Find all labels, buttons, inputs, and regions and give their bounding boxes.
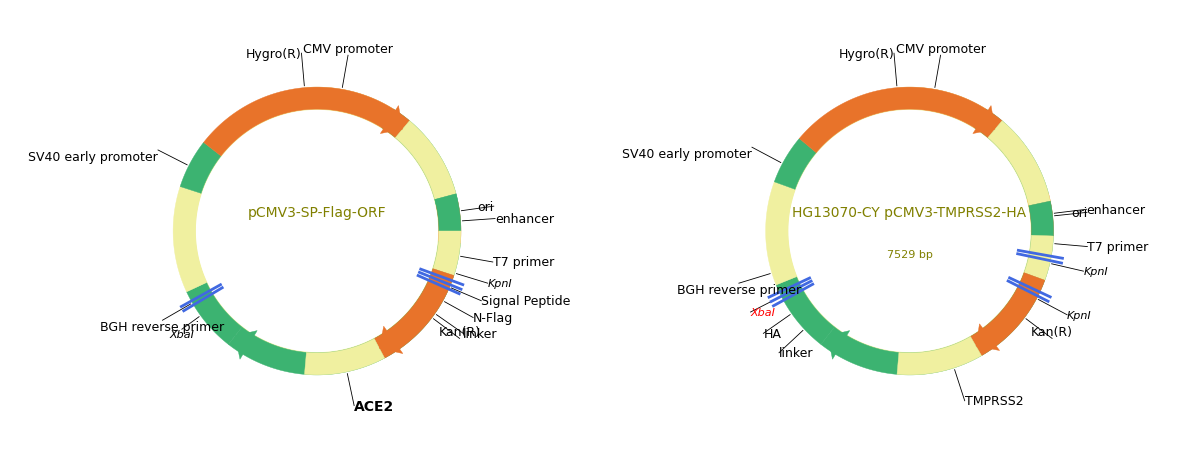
Polygon shape xyxy=(374,269,454,358)
Polygon shape xyxy=(235,331,257,359)
Polygon shape xyxy=(821,259,1050,375)
Polygon shape xyxy=(988,121,1050,206)
Text: SV40 early promoter: SV40 early promoter xyxy=(28,150,158,163)
Polygon shape xyxy=(766,182,797,285)
Text: ori: ori xyxy=(1070,206,1087,219)
Polygon shape xyxy=(1029,202,1054,237)
Text: BGH reverse primer: BGH reverse primer xyxy=(100,320,224,333)
Polygon shape xyxy=(381,110,458,206)
Text: T7 primer: T7 primer xyxy=(493,256,555,269)
Polygon shape xyxy=(975,110,1049,200)
Text: Kan(R): Kan(R) xyxy=(1031,325,1073,338)
Polygon shape xyxy=(186,283,242,344)
Text: N-Flag: N-Flag xyxy=(473,311,513,324)
Polygon shape xyxy=(776,277,834,344)
Polygon shape xyxy=(970,273,1044,356)
Text: linker: linker xyxy=(464,327,498,340)
Polygon shape xyxy=(437,202,461,244)
Polygon shape xyxy=(433,232,461,276)
Polygon shape xyxy=(181,143,221,194)
Polygon shape xyxy=(897,337,982,375)
Polygon shape xyxy=(827,331,850,359)
Text: Hygro(R): Hygro(R) xyxy=(838,48,894,61)
Text: Signal Peptide: Signal Peptide xyxy=(481,294,571,307)
Polygon shape xyxy=(173,187,206,292)
Text: 7529 bp: 7529 bp xyxy=(886,249,932,259)
Text: CMV promoter: CMV promoter xyxy=(303,43,393,56)
Polygon shape xyxy=(972,106,995,134)
Text: BGH reverse primer: BGH reverse primer xyxy=(677,283,801,296)
Text: TMPRSS2: TMPRSS2 xyxy=(965,394,1023,407)
Text: linker: linker xyxy=(779,346,813,359)
Text: KpnI: KpnI xyxy=(1083,267,1108,276)
Polygon shape xyxy=(1028,236,1054,264)
Text: enhancer: enhancer xyxy=(1087,203,1146,216)
Text: XbaI: XbaI xyxy=(170,330,195,339)
Polygon shape xyxy=(897,88,985,128)
Text: HG13070-CY pCMV3-TMPRSS2-HA: HG13070-CY pCMV3-TMPRSS2-HA xyxy=(793,206,1027,219)
Text: XbaI: XbaI xyxy=(750,307,775,317)
Text: Hygro(R): Hygro(R) xyxy=(245,48,301,61)
Text: KpnI: KpnI xyxy=(1067,310,1092,320)
Polygon shape xyxy=(774,139,817,190)
Text: ACE2: ACE2 xyxy=(354,399,394,413)
Polygon shape xyxy=(395,121,455,200)
Polygon shape xyxy=(1028,194,1054,237)
Text: T7 primer: T7 primer xyxy=(1087,241,1148,254)
Polygon shape xyxy=(425,242,460,299)
Text: enhancer: enhancer xyxy=(496,213,555,225)
Polygon shape xyxy=(304,339,385,375)
Text: pCMV3-SP-Flag-ORF: pCMV3-SP-Flag-ORF xyxy=(248,206,386,219)
Polygon shape xyxy=(1024,236,1054,281)
Text: CMV promoter: CMV promoter xyxy=(896,43,985,56)
Polygon shape xyxy=(799,88,1002,153)
Polygon shape xyxy=(976,324,999,351)
Polygon shape xyxy=(434,194,461,232)
Text: SV40 early promoter: SV40 early promoter xyxy=(622,148,752,161)
Polygon shape xyxy=(229,288,444,375)
Polygon shape xyxy=(204,88,409,156)
Text: ori: ori xyxy=(478,200,493,213)
Text: KpnI: KpnI xyxy=(487,279,512,288)
Polygon shape xyxy=(380,326,402,354)
Text: HA: HA xyxy=(763,327,781,340)
Polygon shape xyxy=(380,106,402,134)
Text: Kan(R): Kan(R) xyxy=(439,325,480,338)
Polygon shape xyxy=(304,88,393,128)
